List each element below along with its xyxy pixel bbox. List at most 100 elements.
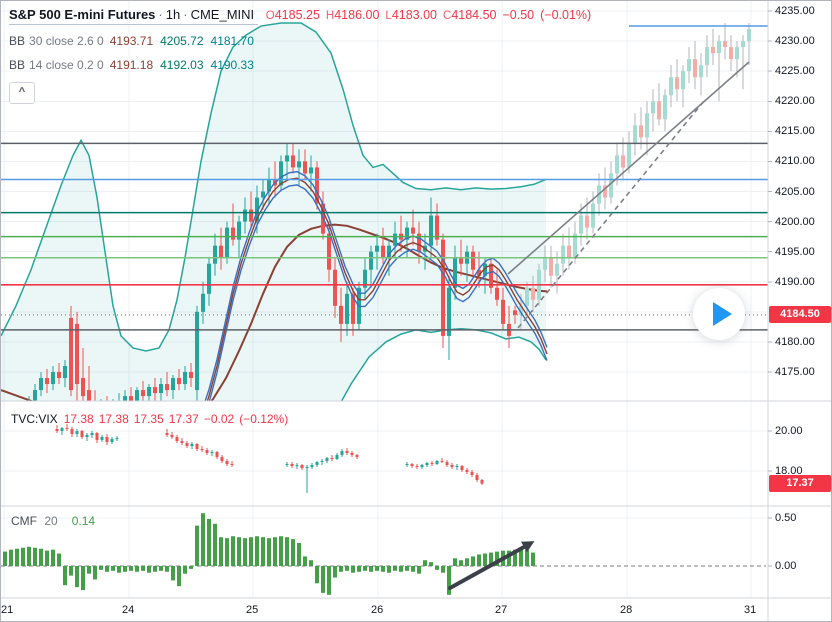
candle [75, 323, 79, 385]
cmf-bar [297, 542, 301, 566]
interval-selector[interactable]: 1h [165, 7, 181, 22]
vix-candle [100, 437, 104, 440]
faded-replay-candle [699, 65, 703, 78]
vix-candle [75, 431, 79, 434]
faded-replay-candle [543, 257, 547, 270]
faded-replay-candle [741, 41, 745, 48]
cmf-bar [45, 550, 49, 566]
cmf-bar [303, 556, 307, 566]
faded-replay-candle [723, 41, 727, 48]
price-axis-label: 4200.00 [775, 215, 815, 228]
vix-high: 17.38 [98, 412, 129, 426]
vix-last-price-badge: 17.37 [769, 475, 831, 493]
faded-replay-candle [579, 215, 583, 234]
replay-play-button[interactable] [693, 288, 745, 340]
cmf-bar [99, 566, 103, 570]
candle [381, 245, 385, 258]
candle [261, 191, 265, 198]
candle [345, 293, 349, 324]
bb30-title[interactable]: BB [9, 34, 26, 48]
vix-low: 17.35 [133, 412, 164, 426]
trend-line[interactable] [507, 61, 750, 275]
close-value: 4184.50 [451, 8, 497, 22]
bb14-lower-line [208, 184, 548, 401]
cmf-bar [189, 566, 193, 569]
candle [135, 390, 139, 401]
cmf-bar [135, 566, 139, 572]
candle [405, 227, 409, 240]
candle [51, 372, 55, 385]
vix-candle [115, 438, 119, 439]
cmf-bar [279, 536, 283, 566]
price-axis-label: 4180.00 [775, 335, 815, 348]
vix-candle [475, 475, 479, 480]
candle [177, 378, 181, 385]
cmf-bar [207, 518, 211, 566]
vix-candle [215, 452, 219, 457]
bb30-lower-band-line [340, 327, 547, 401]
bb14-title[interactable]: BB [9, 58, 26, 72]
price-axis-label: 4215.00 [775, 125, 815, 138]
price-axis-label: 4235.00 [775, 5, 815, 17]
vix-candle [220, 457, 224, 461]
main-price-pane[interactable] [1, 22, 768, 510]
candle [207, 263, 211, 294]
cmf-bar [183, 566, 187, 574]
vix-candle [170, 435, 174, 437]
cmf-bar [81, 566, 85, 590]
cmf-bar [231, 536, 235, 566]
cmf-pane[interactable] [1, 513, 766, 595]
candle [195, 311, 199, 391]
trend-line[interactable] [517, 100, 705, 329]
vix-candle [315, 462, 319, 465]
symbol-name[interactable]: S&P 500 E-mini Futures [9, 7, 156, 22]
vix-candle [295, 465, 299, 466]
vix-candle [90, 433, 94, 435]
candle [309, 167, 313, 174]
price-axis-label: 4210.00 [775, 155, 815, 168]
cmf-bar [465, 558, 469, 566]
bb30-upper-value: 4205.72 [160, 34, 204, 48]
candle [435, 215, 439, 240]
cmf-bar [27, 546, 31, 566]
change-value: −0.50 [502, 8, 535, 22]
faded-replay-candle [621, 155, 625, 168]
time-axis-label: 24 [122, 604, 135, 616]
bb14-params: 14 close 0.2 0 [29, 58, 104, 72]
annotation-arrow[interactable] [448, 545, 526, 590]
open-value: 4185.25 [274, 8, 320, 22]
candle [69, 317, 73, 391]
candle [483, 263, 487, 276]
candle [165, 384, 169, 391]
vix-candle [310, 465, 314, 467]
exchange-name[interactable]: CME_MINI [190, 7, 255, 22]
vix-symbol[interactable]: TVC:VIX [11, 412, 58, 426]
vix-candle [210, 452, 214, 453]
vix-candle [445, 462, 449, 465]
chevron-up-icon: ^ [18, 86, 26, 98]
time-axis-label: 27 [495, 604, 508, 616]
cmf-bar [255, 536, 259, 566]
cmf-bar [147, 566, 151, 573]
cmf-bar [417, 566, 421, 574]
cmf-bar [75, 566, 79, 588]
faded-replay-candle [549, 257, 553, 276]
cmf-bar [57, 553, 61, 566]
cmf-bar [315, 566, 319, 584]
collapse-legend-button[interactable]: ^ [9, 82, 35, 104]
candle [489, 263, 493, 288]
candle [153, 387, 157, 394]
vix-candle [410, 464, 414, 466]
price-axis-label: 4220.00 [775, 95, 815, 108]
faded-replay-candle [651, 101, 655, 114]
cmf-title[interactable]: CMF [11, 514, 37, 528]
bb14-basis-line [206, 177, 548, 401]
vix-candle [305, 467, 309, 468]
candle [285, 155, 289, 162]
legend-bb30: BB 30 close 2.6 0 4193.71 4205.72 4181.70 [9, 34, 254, 48]
vix-candle [325, 458, 329, 461]
play-icon [713, 302, 732, 326]
vix-pane[interactable] [55, 424, 484, 493]
